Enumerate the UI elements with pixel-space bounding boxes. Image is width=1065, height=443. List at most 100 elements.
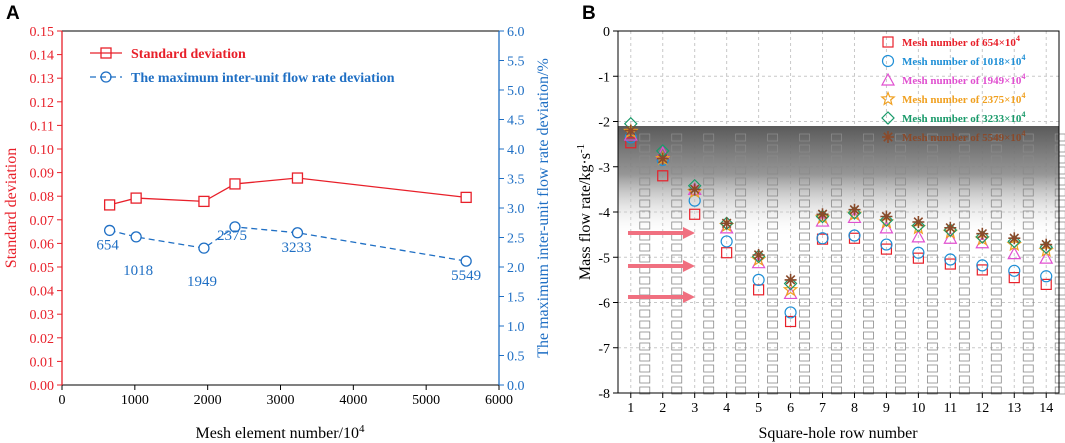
- legend-b: Mesh number of 654×104 Mesh number of 101…: [880, 34, 1025, 144]
- data-point-asterisk: [688, 183, 701, 196]
- x-tick-label-b: 4: [723, 401, 730, 416]
- square-hole: [990, 320, 1002, 329]
- x-tick-label-a: 3000: [267, 393, 295, 408]
- square-hole: [671, 254, 683, 263]
- point-label-a: 1018: [123, 263, 153, 279]
- flow-arrow-head-1: [683, 227, 695, 239]
- square-hole: [1054, 210, 1065, 219]
- square-hole: [1022, 276, 1034, 285]
- square-hole: [990, 265, 1002, 274]
- square-hole: [990, 199, 1002, 208]
- square-hole: [958, 177, 970, 186]
- square-hole: [831, 353, 842, 362]
- legend-label-triangle: Mesh number of 1949×104: [902, 72, 1025, 87]
- square-hole: [958, 309, 970, 318]
- y-tick-label-b: -4: [598, 206, 610, 221]
- square-hole: [958, 144, 970, 153]
- square-hole: [799, 276, 810, 285]
- square-hole: [926, 243, 938, 252]
- square-hole: [926, 320, 938, 329]
- square-hole: [831, 298, 842, 307]
- square-hole: [926, 144, 938, 153]
- y-tick-label-left: 0.02: [30, 332, 55, 347]
- square-hole: [926, 254, 938, 263]
- data-point-diamond: [783, 276, 798, 291]
- panel-letter-a: A: [6, 3, 20, 24]
- data-point-square: [657, 170, 669, 182]
- square-hole: [703, 287, 715, 296]
- data-point-asterisk: [720, 217, 733, 230]
- square-hole: [831, 254, 842, 263]
- square-hole: [926, 364, 938, 373]
- square-hole: [703, 331, 715, 340]
- legend-marker-square: [882, 36, 894, 48]
- square-hole: [863, 254, 874, 263]
- square-hole: [735, 210, 747, 219]
- square-hole: [926, 265, 938, 274]
- square-hole: [799, 342, 810, 351]
- y-axis-title-b: Mass flow rate/kg·s-1: [575, 144, 594, 280]
- square-hole: [799, 177, 810, 186]
- square-hole: [639, 133, 651, 142]
- square-hole: [735, 320, 747, 329]
- data-point-diamond: [975, 230, 990, 244]
- point-label-a: 2375: [217, 228, 247, 244]
- square-hole: [863, 287, 874, 296]
- square-hole: [671, 320, 683, 329]
- square-hole: [863, 166, 874, 175]
- data-point-diamond: [879, 213, 894, 227]
- y-tick-label-right: 2.0: [507, 261, 525, 276]
- square-hole: [990, 331, 1002, 340]
- square-hole: [990, 133, 1002, 142]
- data-point-star: [878, 213, 895, 229]
- square-hole: [1022, 386, 1034, 395]
- square-hole: [895, 309, 906, 318]
- square-hole: [1054, 364, 1065, 373]
- square-hole: [863, 364, 874, 373]
- square-hole: [990, 254, 1002, 263]
- square-hole: [895, 243, 906, 252]
- square-hole: [1022, 287, 1034, 296]
- square-hole: [735, 243, 747, 252]
- point-label-a: 5549: [451, 268, 481, 284]
- data-point-maxdev: [460, 255, 472, 267]
- y-tick-label-left: 0.07: [30, 214, 55, 229]
- square-hole: [767, 265, 779, 274]
- square-hole: [958, 342, 970, 351]
- square-hole: [895, 331, 906, 340]
- square-hole: [703, 177, 715, 186]
- square-hole: [639, 331, 651, 340]
- square-hole: [671, 342, 683, 351]
- data-point-star: [942, 224, 959, 239]
- x-tick-label-b: 13: [1007, 401, 1021, 416]
- y-tick-label-right: 5.5: [507, 55, 525, 70]
- square-hole: [895, 342, 906, 351]
- data-point-circle: [1008, 264, 1021, 277]
- y-tick-label-right: 0.0: [507, 379, 525, 394]
- data-point-std: [130, 192, 142, 204]
- square-hole: [671, 386, 683, 395]
- square-hole: [831, 331, 842, 340]
- square-hole: [926, 177, 938, 186]
- square-hole: [990, 309, 1002, 318]
- square-hole: [799, 210, 810, 219]
- square-hole: [990, 364, 1002, 373]
- square-hole: [1022, 232, 1034, 241]
- data-point-circle: [816, 232, 829, 245]
- square-hole: [799, 199, 810, 208]
- square-hole: [926, 188, 938, 197]
- data-point-diamond: [719, 216, 734, 231]
- y-tick-label-left: 0.01: [30, 355, 55, 370]
- square-hole: [926, 309, 938, 318]
- square-hole: [735, 199, 747, 208]
- square-hole: [1054, 353, 1065, 362]
- square-hole: [895, 287, 906, 296]
- square-hole: [735, 342, 747, 351]
- square-hole: [926, 199, 938, 208]
- square-hole: [990, 287, 1002, 296]
- y-tick-label-b: -3: [598, 161, 610, 176]
- square-hole: [799, 265, 810, 274]
- legend-marker-diamond: [881, 111, 895, 125]
- square-hole: [990, 166, 1002, 175]
- square-hole: [1054, 386, 1065, 395]
